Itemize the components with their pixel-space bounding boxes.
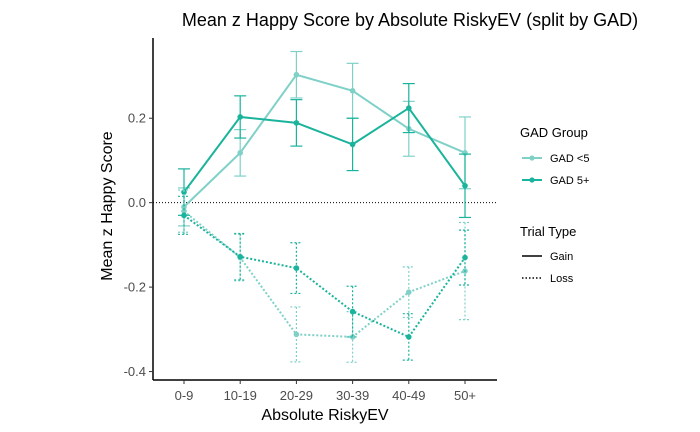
- data-point: [406, 334, 412, 340]
- data-point: [349, 87, 356, 94]
- data-point: [293, 120, 300, 126]
- legend-label: Gain: [550, 251, 573, 263]
- legend-swatch-point: [529, 177, 535, 183]
- legend-label: Loss: [550, 273, 574, 285]
- series-line: [183, 106, 466, 193]
- data-point: [349, 308, 356, 315]
- y-axis: 0.2 0.0 -0.2 -0.4: [124, 111, 153, 379]
- data-point: [462, 254, 468, 261]
- y-tick-label: -0.4: [124, 364, 146, 379]
- chart-title: Mean z Happy Score by Absolute RiskyEV (…: [182, 10, 638, 30]
- data-point: [237, 114, 243, 120]
- x-tick-label: 40-49: [392, 388, 425, 403]
- error-bar: [402, 313, 415, 361]
- x-tick-label: 50+: [454, 388, 476, 403]
- error-bar: [178, 195, 190, 235]
- error-bar: [234, 232, 247, 281]
- error-bar: [290, 306, 303, 363]
- x-tick-label: 30-39: [336, 388, 369, 403]
- x-tick-label: 0-9: [175, 388, 194, 403]
- legend: GAD Group GAD <5 GAD 5+ Trial Type Gain Lo…: [520, 125, 589, 285]
- data-point: [181, 212, 187, 219]
- y-tick-label: 0.2: [128, 111, 146, 126]
- series-loss-gad-lt5: [178, 189, 471, 363]
- legend-linetype-title: Trial Type: [520, 224, 576, 239]
- legend-item: GAD <5: [522, 153, 589, 165]
- x-tick-label: 10-19: [224, 388, 257, 403]
- legend-linetype-entries: Gain Loss: [522, 251, 574, 285]
- data-point: [293, 71, 300, 78]
- series-layer: [178, 50, 471, 363]
- data-point: [181, 189, 187, 195]
- x-axis-title: Absolute RiskyEV: [261, 407, 388, 424]
- x-axis: 0-9 10-19 20-29 30-39 40-49 50+: [175, 380, 476, 403]
- error-bar: [459, 229, 471, 286]
- data-point: [293, 265, 300, 271]
- legend-label: GAD <5: [550, 153, 589, 165]
- series-loss-gad-5plus: [178, 195, 471, 361]
- data-point: [462, 182, 468, 189]
- data-point: [406, 289, 412, 295]
- series-line: [183, 214, 466, 339]
- data-point: [349, 334, 356, 340]
- y-tick-label: 0.0: [128, 195, 146, 210]
- data-point: [237, 150, 243, 156]
- data-point: [406, 105, 412, 111]
- x-tick-label: 20-29: [280, 388, 313, 403]
- data-point: [349, 141, 356, 148]
- legend-color-title: GAD Group: [520, 125, 588, 140]
- legend-swatch-point: [529, 155, 535, 161]
- series-gain-gad-5plus: [178, 82, 471, 219]
- data-point: [293, 331, 300, 338]
- legend-color-entries: GAD <5 GAD 5+: [522, 153, 589, 187]
- y-tick-label: -0.2: [124, 280, 146, 295]
- data-point: [237, 253, 243, 260]
- data-point: [181, 208, 187, 214]
- legend-item: Loss: [522, 273, 574, 285]
- legend-item: Gain: [522, 251, 573, 263]
- series-gain-gad-lt5: [178, 50, 471, 227]
- series-line: [183, 210, 466, 338]
- series-line: [183, 73, 466, 208]
- plot-area: 0.2 0.0 -0.2 -0.4 0-9 10-19 20-29 30-39 40-49 50…: [124, 38, 497, 403]
- legend-label: GAD 5+: [550, 175, 589, 187]
- y-axis-title: Mean z Happy Score: [99, 131, 116, 281]
- legend-item: GAD 5+: [522, 175, 589, 187]
